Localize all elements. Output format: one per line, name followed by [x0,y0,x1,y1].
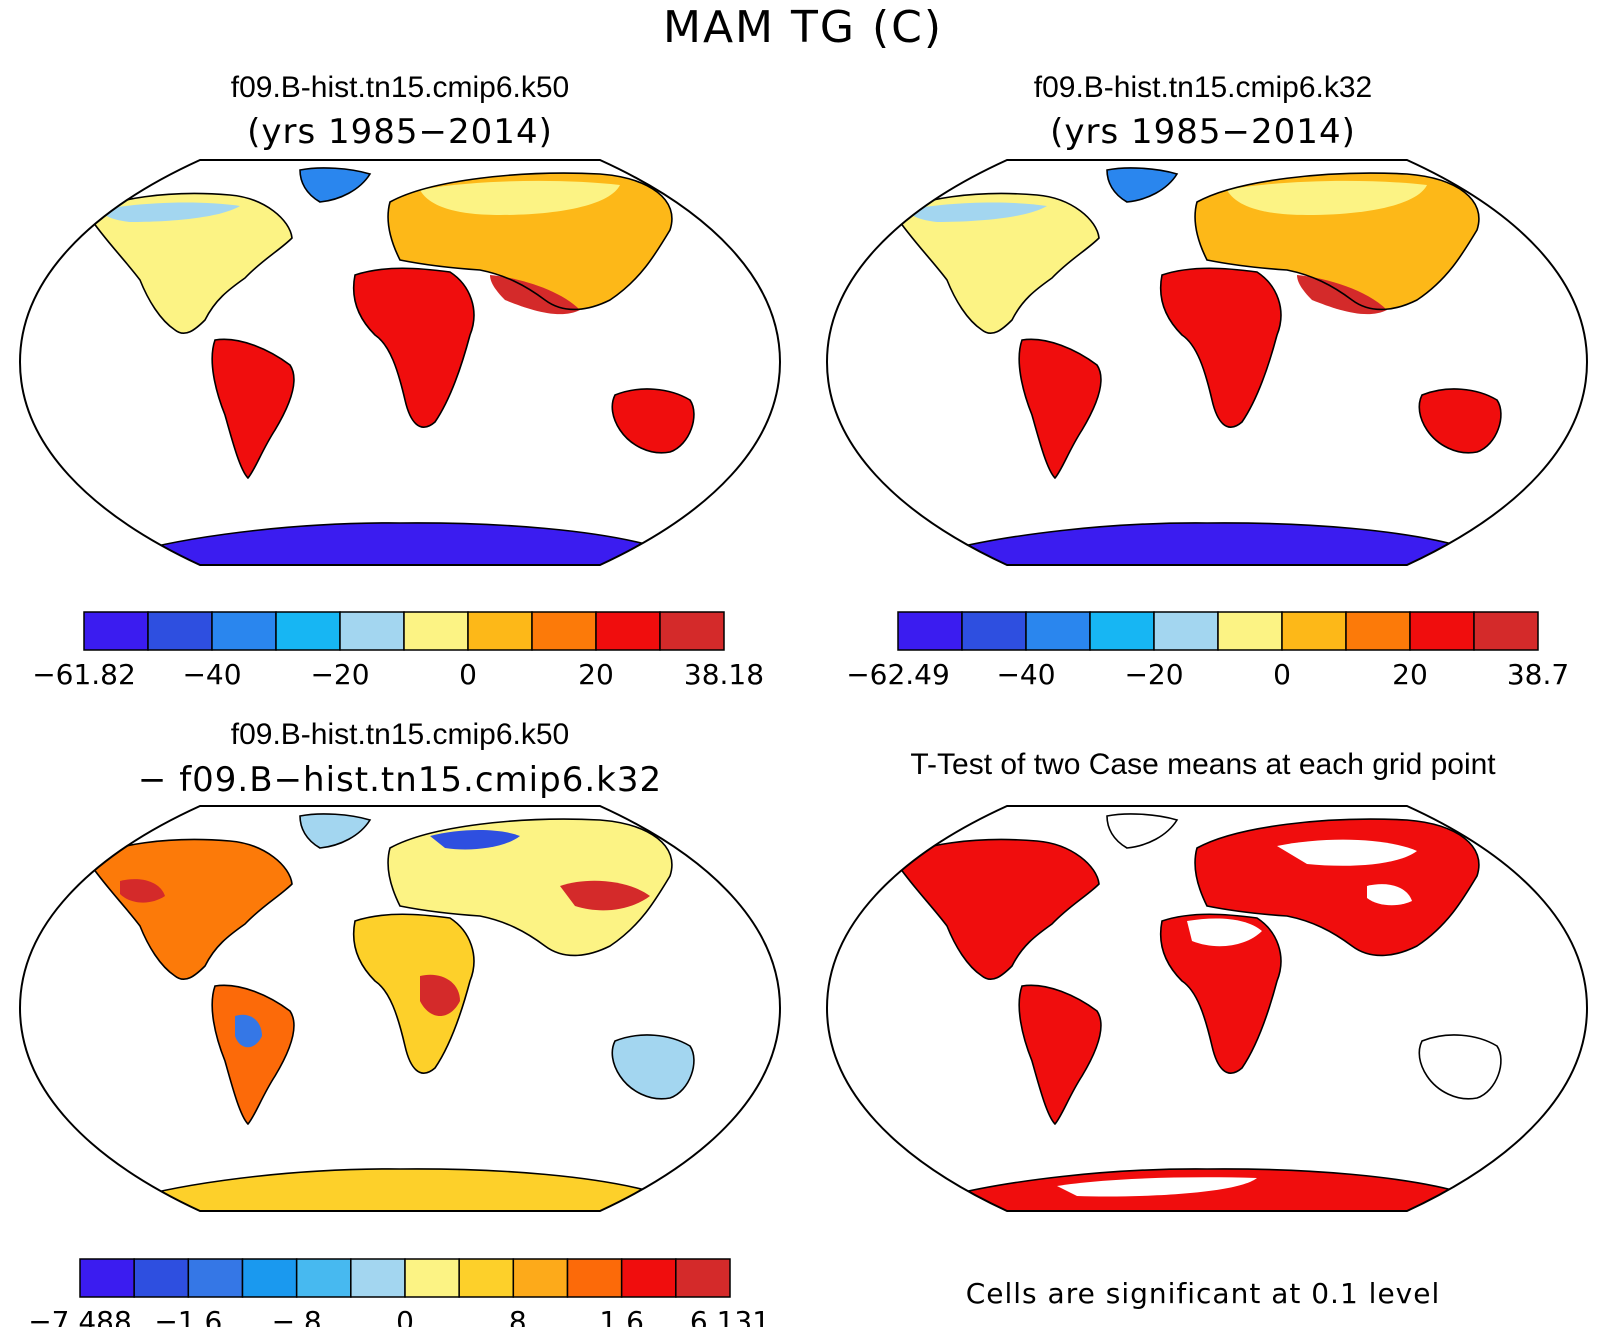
panel1-title: f09.B-hist.tn15.cmip6.k50 [230,71,570,104]
significance-note: Cells are significant at 0.1 level [965,1277,1441,1310]
colorbar-tick-label: 38.7 [1507,658,1569,691]
colorbar-tick-label: −20 [1124,658,1183,691]
colorbar-box [531,611,597,651]
land-sa [212,985,295,1124]
panel2-title: f09.B-hist.tn15.cmip6.k32 [1033,71,1373,104]
colorbar-box [403,611,469,651]
colorbar-tick-label: 0 [459,658,477,691]
panel2-subtitle: (yrs 1985−2014) [1050,112,1356,152]
colorbar-tick-label: −1.6 [154,1305,222,1327]
land-africa [1160,268,1281,428]
panel2-map [825,159,1589,566]
colorbar-box [275,611,341,651]
land-sa [1019,985,1102,1124]
land-africa [353,914,474,1074]
colorbar-box [133,1258,190,1298]
panel3-title: f09.B-hist.tn15.cmip6.k50 [230,718,570,751]
colorbar-box [458,1258,515,1298]
colorbar-tick-label: 38.18 [684,658,764,691]
land-na [895,839,1099,980]
land-greenland [1107,167,1177,202]
land-eurasia [388,819,672,956]
colorbar-box [620,1258,677,1298]
colorbar-tick-label: 20 [1392,658,1428,691]
colorbar-box [211,611,277,651]
land-africa [1160,914,1281,1074]
panel1-map [18,159,782,566]
land-greenland [1107,813,1177,848]
colorbar-box [339,611,405,651]
land-australia [1419,388,1501,453]
land-australia [1419,1034,1501,1099]
land-africa [353,268,474,428]
colorbar-box [241,1258,298,1298]
land-sa [1019,339,1102,478]
colorbar-box [1153,611,1219,651]
colorbar-box [1409,611,1475,651]
colorbar-tick-label: −61.82 [32,658,136,691]
colorbar-tick-label: −40 [182,658,241,691]
land-na [88,839,292,980]
colorbar-box [675,1258,731,1298]
land-na [88,193,292,334]
colorbar-tick-label: .8 [500,1305,527,1327]
colorbar-tick-label: 20 [578,658,614,691]
land-sa [212,339,295,478]
colorbar-box [295,1258,352,1298]
colorbar-box [350,1258,406,1298]
colorbar-box [83,611,149,651]
colorbar-tick-label: −40 [996,658,1055,691]
colorbar-tick-label: 0 [396,1305,414,1327]
colorbar-tick-label: 1.6 [599,1305,644,1327]
panel4-title: T-Test of two Case means at each grid po… [910,748,1496,781]
colorbar-tick-label: −7.488 [28,1305,132,1327]
colorbar-box [1473,611,1539,651]
colorbar-tick-label: −20 [310,658,369,691]
colorbar-tick-label: 6.131 [690,1305,770,1327]
land-greenland [300,167,370,202]
colorbar-box [79,1258,135,1298]
panel4-map [825,805,1589,1212]
land-antarctica [140,522,660,565]
colorbar-box [1217,611,1283,651]
colorbar-box [566,1258,623,1298]
panel1-subtitle: (yrs 1985−2014) [247,112,553,152]
colorbar-tick-label: −62.49 [846,658,950,691]
land-antarctica [140,1168,660,1211]
colorbar-box [1089,611,1155,651]
colorbar-box [187,1258,244,1298]
colorbar-box [147,611,213,651]
colorbar-box [659,611,725,651]
colorbar-box [467,611,533,651]
land-australia [612,1034,694,1099]
panel3-map [18,805,782,1212]
colorbar-box [1025,611,1091,651]
colorbar-box [404,1258,460,1298]
land-antarctica [947,522,1467,565]
panel3-subtitle: − f09.B−hist.tn15.cmip6.k32 [137,760,663,800]
colorbar-box [595,611,661,651]
land-australia [612,388,694,453]
colorbar-tick-label: 0 [1273,658,1291,691]
colorbar-box [897,611,963,651]
colorbar-tick-label: −.8 [272,1305,322,1327]
land-na [895,193,1099,334]
land-greenland [300,813,370,848]
colorbar-box [512,1258,569,1298]
figure-title: MAM TG (C) [662,2,944,53]
